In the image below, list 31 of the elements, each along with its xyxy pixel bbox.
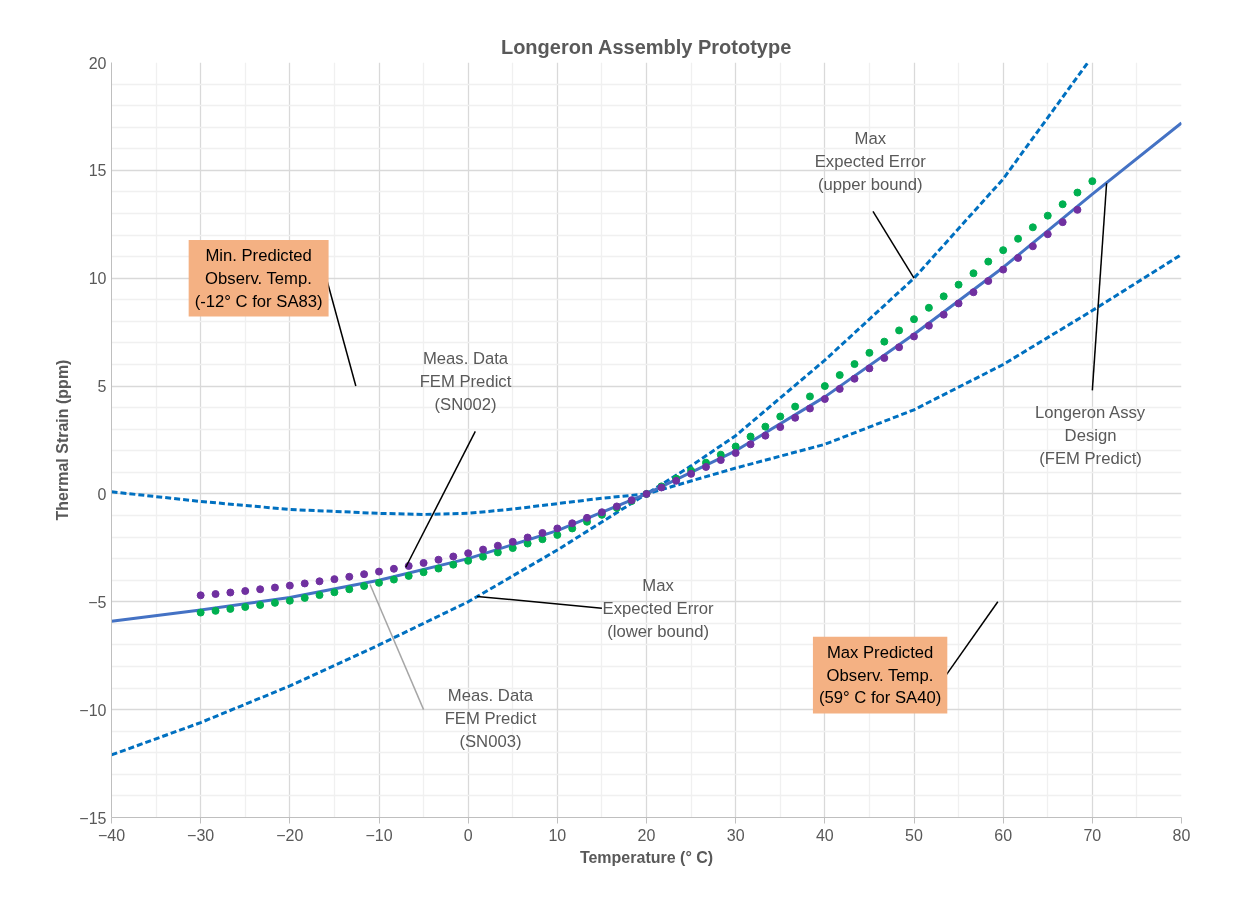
x-tick-label: −40 xyxy=(97,826,126,844)
y-tick-label: −15 xyxy=(79,809,107,827)
x-tick-label: 60 xyxy=(994,826,1013,844)
annotation: Max Predicted Observ. Temp. (59° C for SA40) xyxy=(818,642,942,708)
x-tick-label: 80 xyxy=(1172,826,1191,844)
chart-title: Longeron Assembly Prototype xyxy=(500,35,792,58)
annotation: Meas. Data FEM Predict (SN002) xyxy=(419,349,512,415)
x-tick-label: 70 xyxy=(1083,826,1102,844)
x-tick-label: 50 xyxy=(905,826,923,844)
x-tick-label: 20 xyxy=(637,826,656,844)
x-axis-title: Temperature (° C) xyxy=(579,848,714,866)
annotation: Longeron Assy Design (FEM Predict) xyxy=(1034,403,1146,468)
annotation: Max Expected Error (upper bound) xyxy=(814,129,927,195)
annotation: Max Expected Error (lower bound) xyxy=(602,575,715,641)
y-axis-title: Thermal Strain (ppm) xyxy=(54,359,72,521)
y-tick-label: −10 xyxy=(79,701,107,719)
y-tick-label: 5 xyxy=(97,378,107,396)
y-tick-label: 15 xyxy=(88,162,107,180)
x-tick-label: −20 xyxy=(276,826,304,844)
x-tick-label: 10 xyxy=(548,826,567,844)
y-tick-label: −5 xyxy=(88,593,107,611)
annotation: Min. Predicted Observ. Temp. (-12° C for SA83) xyxy=(194,245,323,311)
x-tick-label: −10 xyxy=(365,826,393,844)
x-tick-label: 40 xyxy=(815,826,834,844)
y-tick-label: 0 xyxy=(97,485,107,503)
x-tick-label: 0 xyxy=(463,826,473,844)
y-tick-label: 20 xyxy=(88,54,107,72)
y-tick-label: 10 xyxy=(88,270,107,288)
annotation: Meas. Data FEM Predict (SN003) xyxy=(444,685,537,751)
x-tick-label: −30 xyxy=(187,826,215,844)
x-tick-label: 30 xyxy=(726,826,745,844)
